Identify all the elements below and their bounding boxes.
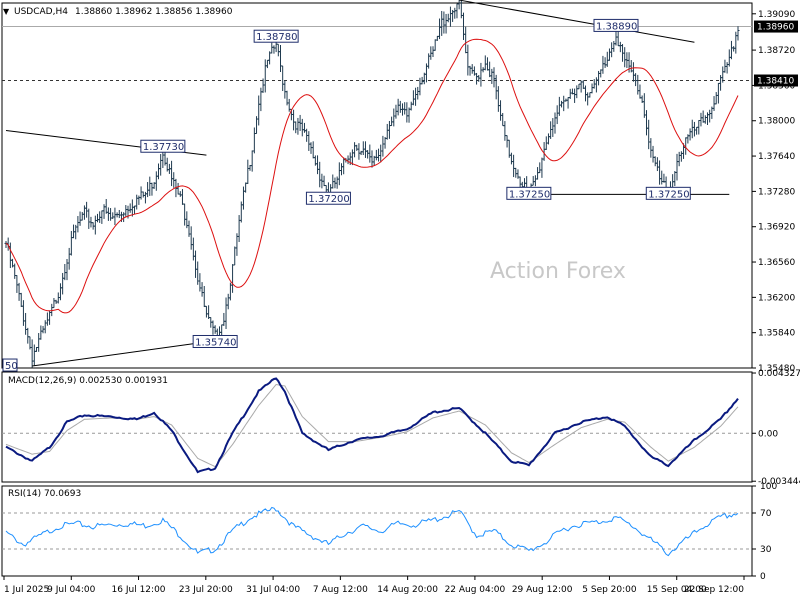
- pane-frame-2: [1, 485, 753, 577]
- x-tick-label: 15 Sep 04:00: [647, 585, 707, 595]
- chart-title: USDCAD,H4: [14, 7, 68, 17]
- price-y-tick-label: 1.39090: [758, 10, 795, 20]
- macd-y-tick-label: 0.00: [758, 429, 778, 439]
- chart-title-icon: ▼: [3, 7, 10, 16]
- price-y-tick-label: 1.38720: [758, 46, 795, 56]
- price-label: 50: [5, 361, 18, 372]
- current-price-tag: 1.38960: [757, 23, 794, 33]
- price-bar: [736, 26, 740, 41]
- x-tick-label: 16 Jul 12:00: [112, 585, 166, 595]
- watermark: Action Forex: [490, 259, 626, 284]
- x-tick-label: 14 Aug 20:00: [377, 585, 438, 595]
- pane-frame-1: [1, 371, 753, 483]
- moving-average-line: [5, 38, 739, 314]
- price-label-box: [140, 139, 186, 153]
- price-label: 1.37250: [509, 189, 550, 200]
- macd-y-tick-label: -0.003444: [758, 477, 800, 487]
- current-price-tag-box: [754, 20, 798, 33]
- ohlc-readout: 1.38860 1.38962 1.38856 1.38960: [75, 7, 233, 17]
- price-label: 1.38780: [256, 32, 297, 43]
- price-y-tick-label: 1.37640: [758, 152, 795, 162]
- x-tick-label: 23 Jul 20:00: [179, 585, 233, 595]
- x-tick-label: 29 Aug 12:00: [512, 585, 573, 595]
- price-label-box: [305, 191, 351, 205]
- x-tick-label: 22 Aug 04:00: [445, 585, 506, 595]
- rsi-y-tick-label: 70: [760, 509, 772, 519]
- x-tick-label: 1 Jul 2025: [4, 585, 49, 595]
- price-bar: [457, 0, 460, 10]
- rsi-y-tick-label: 0: [760, 572, 766, 582]
- price-label: 1.37250: [648, 189, 689, 200]
- price-label: 1.35740: [195, 337, 236, 348]
- price-label: 1.37730: [143, 142, 184, 153]
- x-tick-label: 22 Sep 12:00: [684, 585, 744, 595]
- trend-line: [459, 0, 695, 43]
- price-label-box: [253, 29, 299, 43]
- marks-layer: [4, 0, 740, 557]
- macd-main-line: [5, 377, 739, 474]
- price-y-tick-label: 1.36560: [758, 258, 795, 268]
- x-tick-label: 5 Sep 20:00: [582, 585, 637, 595]
- price-y-tick-label: 1.35840: [758, 329, 795, 339]
- price-label-box: [593, 18, 639, 32]
- macd-title: MACD(12,26,9) 0.002530 0.001931: [8, 376, 168, 386]
- rsi-line: [5, 506, 739, 557]
- price-y-tick-label: 1.36200: [758, 293, 795, 303]
- x-tick-label: 31 Jul 04:00: [246, 585, 300, 595]
- price-y-tick-label: 1.35480: [758, 364, 795, 374]
- x-tick-label: 9 Jul 04:00: [47, 585, 96, 595]
- level-line-tag: 1.38410: [757, 77, 794, 87]
- labels-layer: 1.390901.387201.383601.380001.376401.372…: [2, 10, 800, 595]
- price-label-box: [2, 358, 18, 372]
- rsi-y-tick-label: 100: [760, 482, 777, 492]
- price-y-tick-label: 1.36920: [758, 223, 795, 233]
- price-label: 1.38890: [596, 21, 637, 32]
- price-y-tick-label: 1.38000: [758, 117, 795, 127]
- x-tick-label: 7 Aug 12:00: [313, 585, 368, 595]
- price-y-tick-label: 1.37280: [758, 187, 795, 197]
- macd-y-tick-label: 0.004327: [758, 369, 800, 379]
- price-label-box: [506, 186, 552, 200]
- rsi-y-tick-label: 30: [760, 545, 772, 555]
- price-label-box: [645, 186, 691, 200]
- level-line-tag-box: [754, 74, 798, 87]
- price-label: 1.37200: [308, 194, 349, 205]
- trend-line: [32, 339, 224, 367]
- pane-frame-0: [1, 2, 753, 369]
- price-label-box: [192, 334, 238, 348]
- rsi-title: RSI(14) 70.0693: [8, 489, 81, 499]
